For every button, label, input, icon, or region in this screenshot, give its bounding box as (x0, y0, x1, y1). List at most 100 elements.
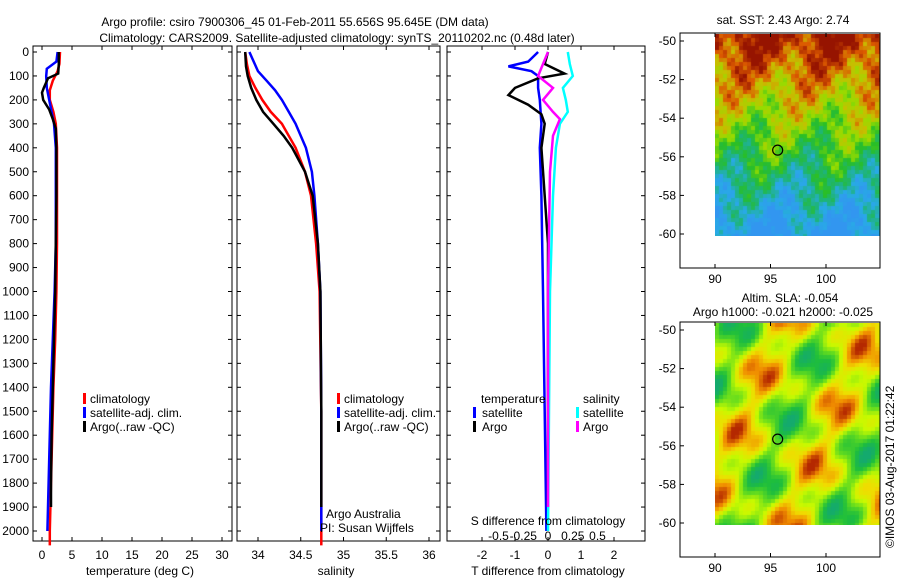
map-ytick-label: -52 (659, 73, 677, 87)
map-ytick-label: -58 (659, 477, 677, 491)
salinity-line-satellite (248, 51, 323, 531)
tdiff-xtick-label: 2 (611, 548, 618, 562)
map-ytick-label: -56 (659, 150, 677, 164)
map-ytick-label: -54 (659, 111, 677, 125)
temperature-xlabel: temperature (deg C) (86, 564, 194, 578)
temp-legend-swatch (83, 393, 86, 404)
map-ytick-label: -50 (659, 34, 677, 48)
temperature-xtick-label: 5 (69, 548, 76, 562)
diff-legend-s-argo: Argo (583, 420, 609, 434)
sal-legend-satellite: satellite-adj. clim. (344, 406, 436, 420)
temp-legend-argo: Argo(..raw -QC) (90, 420, 175, 434)
depth-ytick-label: 1000 (2, 285, 29, 299)
temperature-xtick-label: 30 (215, 548, 229, 562)
difference-plot-frame (446, 45, 646, 542)
sst-map-image (715, 34, 880, 236)
salinity-xtick-label: 35.5 (375, 548, 399, 562)
copyright-text: ©IMOS 03-Aug-2017 01:22:42 (883, 385, 897, 548)
depth-ytick-label: 300 (9, 117, 29, 131)
diff-line-salinity-satellite (546, 51, 575, 532)
depth-ytick-label: 500 (9, 165, 29, 179)
sdiff-tick-label: 0 (545, 529, 552, 543)
depth-ytick-label: 1300 (2, 356, 29, 370)
map-ytick-label: -58 (659, 188, 677, 202)
salinity-xtick-label: 36 (422, 548, 436, 562)
temperature-xtick-label: 25 (185, 548, 199, 562)
diff-legend-swatch (576, 407, 579, 418)
temp-legend-climatology: climatology (90, 392, 150, 406)
diff-line-salinity-argo (536, 51, 562, 507)
depth-ytick-label: 100 (9, 69, 29, 83)
diff-legend-temperature-title: temperature (481, 392, 546, 406)
sst-map-title: sat. SST: 2.43 Argo: 2.74 (717, 13, 850, 27)
depth-ytick-label: 1900 (2, 500, 29, 514)
temp-legend-swatch (83, 407, 86, 418)
map-frame (679, 32, 881, 269)
depth-ytick-label: 800 (9, 237, 29, 251)
temperature-line-argo (40, 52, 61, 507)
salinity-xtick-label: 34 (251, 548, 265, 562)
depth-ytick-label: 900 (9, 261, 29, 275)
depth-ytick-label: 1600 (2, 428, 29, 442)
salinity-xtick-label: 35 (337, 548, 351, 562)
annotation-pi: PI: Susan Wijffels (320, 521, 414, 535)
depth-ytick-label: 600 (9, 189, 29, 203)
map-ytick-label: -54 (659, 400, 677, 414)
sdiff-tick-label: 0.5 (589, 529, 606, 543)
depth-ytick-label: 0 (22, 45, 29, 59)
tdiff-xtick-label: 1 (578, 548, 585, 562)
diff-legend-swatch (576, 421, 579, 432)
sla-map-title: Altim. SLA: -0.054 (742, 291, 839, 305)
depth-ytick-label: 1500 (2, 404, 29, 418)
depth-ytick-label: 400 (9, 141, 29, 155)
depth-ytick-label: 1200 (2, 332, 29, 346)
depth-ytick-label: 1400 (2, 380, 29, 394)
depth-ytick-label: 700 (9, 213, 29, 227)
annotation-argo-australia: Argo Australia (326, 507, 401, 521)
temp-legend-satellite: satellite-adj. clim. (90, 406, 182, 420)
map-frame (679, 321, 881, 558)
depth-ytick-label: 1700 (2, 452, 29, 466)
map-ytick-label: -52 (659, 362, 677, 376)
salinity-xtick-label: 34.5 (289, 548, 313, 562)
sal-legend-swatch (337, 393, 340, 404)
depth-ytick-label: 1100 (3, 308, 29, 322)
title-line-2: Climatology: CARS2009. Satellite-adjuste… (99, 31, 574, 45)
tdiff-xtick-label: 0 (545, 548, 552, 562)
map-ytick-label: -50 (659, 323, 677, 337)
diff-legend-t-argo: Argo (482, 420, 508, 434)
sdiff-tick-label: -0.25 (510, 529, 538, 543)
temperature-xtick-label: 10 (95, 548, 109, 562)
sdiff-xlabel: S difference from climatology (471, 514, 626, 528)
sal-legend-swatch (337, 421, 340, 432)
sdiff-tick-label: -0.5 (488, 529, 509, 543)
sdiff-tick-label: 0.25 (561, 529, 585, 543)
depth-ytick-label: 2000 (2, 524, 29, 538)
diff-line-temperature-satellite (508, 51, 548, 532)
argo-location-marker (772, 433, 784, 445)
diff-legend-swatch (473, 407, 476, 418)
temperature-xtick-label: 15 (125, 548, 139, 562)
diff-legend-salinity-title: salinity (583, 392, 620, 406)
map-ytick-label: -56 (659, 439, 677, 453)
map-xtick-label: 90 (708, 272, 722, 286)
sal-legend-swatch (337, 407, 340, 418)
map-xtick-label: 90 (708, 561, 722, 575)
salinity-plot-frame (236, 45, 441, 542)
depth-ytick-label: 200 (9, 93, 29, 107)
temperature-plot-frame (32, 45, 233, 542)
sal-legend-climatology: climatology (344, 392, 404, 406)
sla-map-subtitle: Argo h1000: -0.021 h2000: -0.025 (693, 305, 873, 319)
map-ytick-label: -60 (659, 516, 677, 530)
depth-ytick-label: 1800 (2, 476, 29, 490)
map-xtick-label: 95 (764, 272, 778, 286)
tdiff-xtick-label: -2 (477, 548, 488, 562)
diff-line-temperature-argo (506, 51, 569, 507)
temperature-xtick-label: 0 (39, 548, 46, 562)
map-xtick-label: 100 (816, 561, 836, 575)
salinity-xlabel: salinity (318, 564, 355, 578)
map-xtick-label: 100 (816, 272, 836, 286)
diff-legend-s-satellite: satellite (583, 406, 624, 420)
